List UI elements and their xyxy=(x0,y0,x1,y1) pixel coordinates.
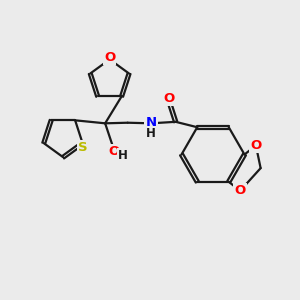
Text: N: N xyxy=(146,116,157,129)
Text: O: O xyxy=(109,145,120,158)
Text: H: H xyxy=(118,149,128,162)
Text: O: O xyxy=(235,184,246,197)
Text: H: H xyxy=(146,127,156,140)
Text: S: S xyxy=(78,141,87,154)
Text: O: O xyxy=(250,139,262,152)
Text: O: O xyxy=(104,51,115,64)
Text: O: O xyxy=(164,92,175,105)
